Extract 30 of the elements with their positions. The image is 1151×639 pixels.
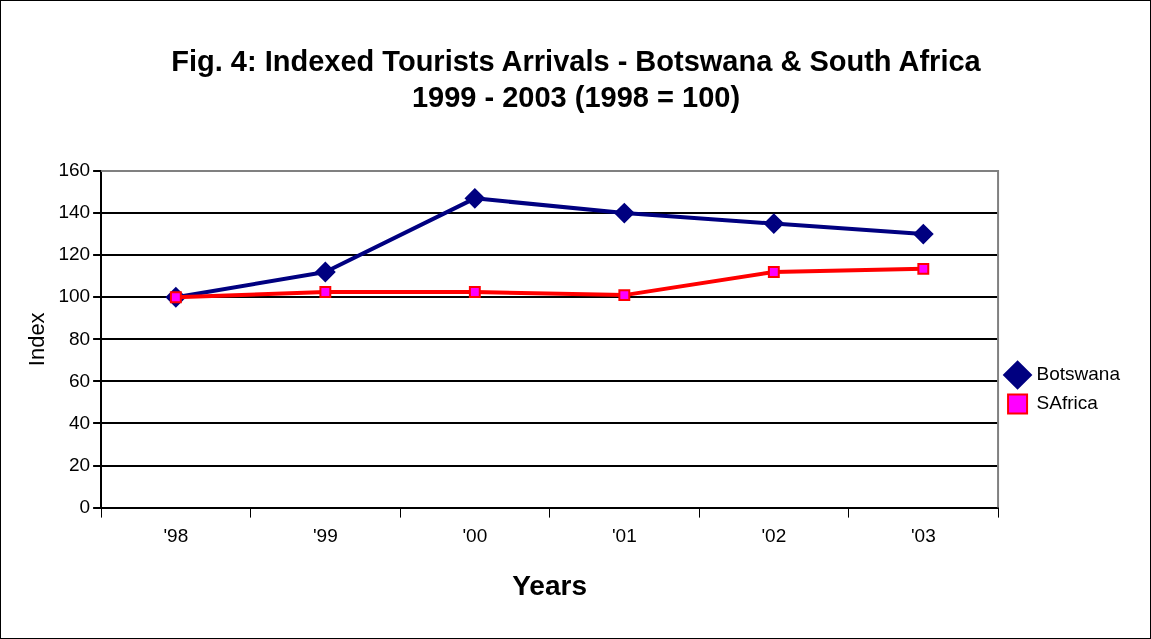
legend-label: SAfrica xyxy=(1036,392,1099,414)
point xyxy=(614,203,635,224)
point xyxy=(913,224,934,245)
point xyxy=(618,289,631,302)
point xyxy=(468,286,481,298)
y-tick-label: 140 xyxy=(58,201,91,223)
y-tick-label: 160 xyxy=(58,159,91,181)
x-tick-label: '01 xyxy=(611,525,637,547)
y-tick-label: 40 xyxy=(68,411,91,433)
chart-title: Fig. 4: Indexed Tourists Arrivals - Botswana & South Africa 1999 - 2003 (1998 = 100) xyxy=(170,44,982,115)
point xyxy=(319,286,332,298)
y-tick-label: 60 xyxy=(68,369,91,391)
x-tick-label: '00 xyxy=(462,525,488,547)
x-tick-label: '02 xyxy=(761,525,787,547)
y-tick-label: 120 xyxy=(58,243,91,265)
x-tick-label: '99 xyxy=(312,525,338,547)
point xyxy=(763,213,784,234)
x-tick-label: '98 xyxy=(163,525,189,547)
point xyxy=(315,261,336,282)
point xyxy=(917,262,930,275)
legend-label: Botswana xyxy=(1036,363,1121,385)
point xyxy=(464,188,485,209)
y-tick-label: 100 xyxy=(58,285,91,307)
y-tick-label: 20 xyxy=(68,453,91,475)
y-tick-label: 80 xyxy=(68,327,91,349)
y-axis-title: Index xyxy=(24,312,50,367)
x-tick-label: '03 xyxy=(910,525,936,547)
point xyxy=(767,266,780,278)
y-tick-label: 0 xyxy=(79,495,91,517)
x-axis-title: Years xyxy=(512,569,587,601)
